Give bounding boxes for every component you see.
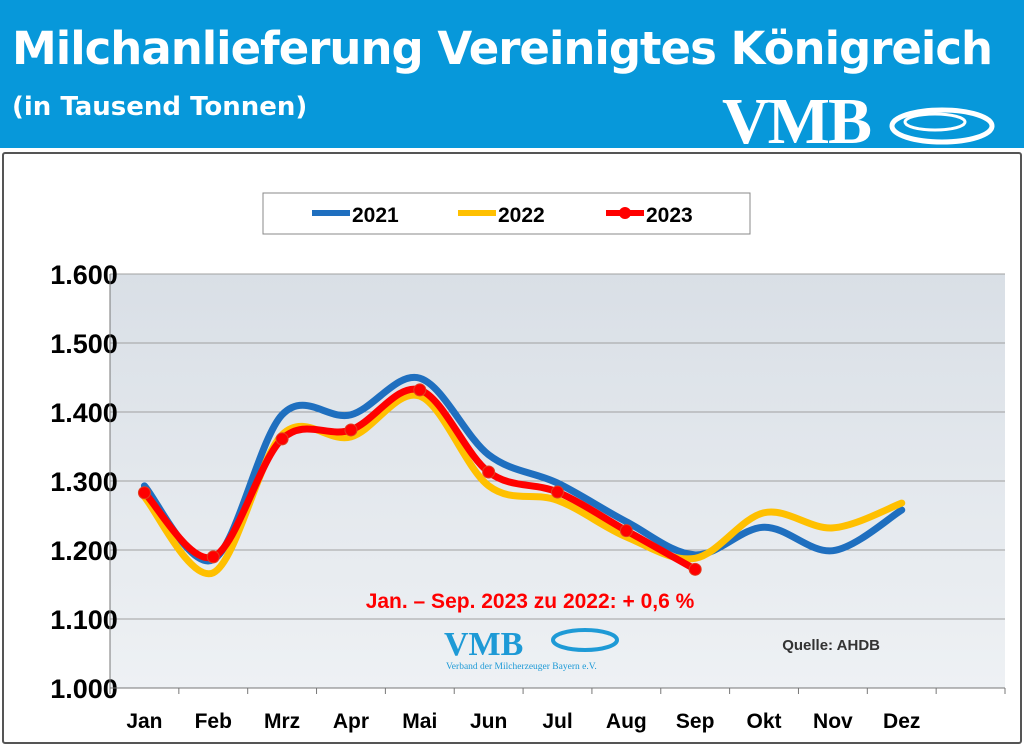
data-point-2023	[482, 465, 496, 479]
watermark-tagline: Verband der Milcherzeuger Bayern e.V.	[446, 662, 597, 672]
x-tick-label: Okt	[747, 710, 782, 733]
chart-frame	[2, 152, 1022, 744]
watermark-logo-text: VMB	[444, 626, 523, 663]
header-banner: Milchanlieferung Vereinigtes Königreich …	[0, 0, 1024, 158]
y-tick-label: 1.300	[50, 467, 118, 497]
x-tick-label: Dez	[883, 710, 920, 733]
vmb-logo: VMB	[722, 84, 995, 160]
x-tick-label: Nov	[813, 710, 853, 733]
x-tick-label: Sep	[676, 710, 715, 733]
y-tick-label: 1.400	[50, 398, 118, 428]
data-point-2023	[206, 550, 220, 564]
x-tick-label: Apr	[333, 710, 369, 733]
x-tick-label: Aug	[606, 710, 647, 733]
watermark-logo: VMB Verband der Milcherzeuger Bayern e.V…	[444, 626, 619, 672]
x-tick-label: Feb	[195, 710, 232, 733]
annotation: Jan. – Sep. 2023 zu 2022: + 0,6 %	[366, 590, 695, 613]
page-subtitle: (in Tausend Tonnen)	[12, 92, 308, 122]
y-tick-label: 1.600	[50, 260, 118, 290]
data-point-2023	[275, 432, 289, 446]
x-tick-label: Jan	[126, 710, 162, 733]
y-tick-label: 1.200	[50, 536, 118, 566]
source-label: Quelle: AHDB	[782, 637, 880, 654]
x-tick-label: Jul	[542, 710, 572, 733]
data-point-2023	[688, 562, 702, 576]
page-title: Milchanlieferung Vereinigtes Königreich	[12, 22, 993, 75]
x-tick-label: Jun	[470, 710, 507, 733]
logo-swirl-icon	[551, 628, 619, 652]
data-point-2023	[344, 423, 358, 437]
legend-label-2021: 2021	[352, 204, 399, 227]
y-tick-label: 1.100	[50, 605, 118, 635]
y-tick-label: 1.000	[50, 674, 118, 704]
data-point-2023	[137, 486, 151, 500]
vmb-logo-swirl-icon	[889, 107, 995, 145]
data-point-2023	[551, 485, 564, 499]
y-tick-label: 1.500	[50, 329, 118, 359]
series-line-2021	[140, 373, 906, 565]
x-tick-label: Mai	[402, 710, 437, 733]
legend-label-2022: 2022	[498, 204, 545, 227]
legend-label-2023: 2023	[646, 204, 693, 227]
data-point-2023	[413, 383, 427, 397]
data-point-2023	[619, 524, 633, 538]
series-line-2023	[140, 385, 699, 573]
legend: 2021 2022 2023	[262, 192, 751, 235]
x-tick-label: Mrz	[264, 710, 300, 733]
vmb-logo-text: VMB	[722, 85, 872, 158]
legend-marker-2023	[619, 207, 631, 219]
